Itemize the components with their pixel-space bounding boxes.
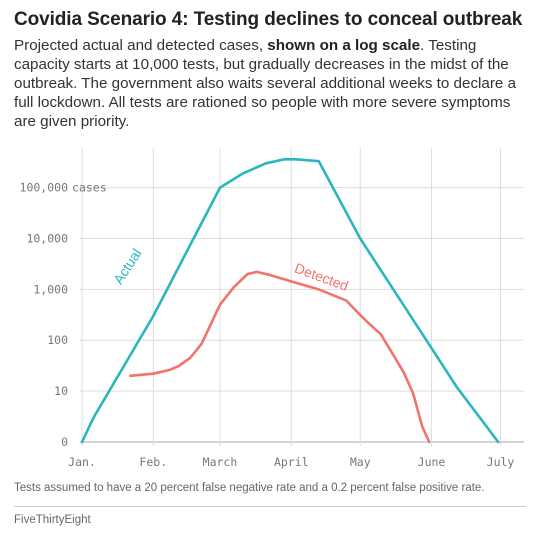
source-credit: FiveThirtyEight bbox=[14, 514, 91, 526]
line-chart: 0 10 100 1,000 10,000 100,000 cases Jan. Feb. Mar… bbox=[20, 148, 524, 469]
footnote: Tests assumed to have a 20 percent false… bbox=[14, 482, 485, 494]
y-gridlines bbox=[80, 187, 524, 443]
x-tick-label: March bbox=[203, 455, 238, 469]
y-tick-label: 10 bbox=[54, 384, 68, 398]
footer-divider bbox=[14, 506, 526, 507]
series-lines bbox=[80, 158, 500, 444]
y-tick-label: 100,000 bbox=[20, 181, 69, 195]
subtitle-text-start: Projected actual and detected cases, bbox=[14, 37, 268, 54]
y-unit-label: cases bbox=[72, 181, 107, 195]
x-tick-label: July bbox=[487, 455, 515, 469]
x-tick-label: May bbox=[350, 455, 371, 469]
series-line-detected bbox=[129, 270, 431, 444]
x-tick-label: June bbox=[418, 455, 446, 469]
tick-labels: 0 10 100 1,000 10,000 100,000 cases Jan. Feb. Mar… bbox=[20, 181, 515, 469]
subtitle-emphasis: shown on a log scale bbox=[267, 37, 421, 54]
y-tick-label: 10,000 bbox=[26, 231, 68, 245]
series-label-detected: Detected bbox=[293, 260, 351, 294]
y-tick-label: 0 bbox=[61, 435, 68, 449]
chart-title: Covidia Scenario 4: Testing declines to … bbox=[14, 9, 523, 30]
subtitle-text-end: . Testing capacity starts at 10,000 test… bbox=[14, 37, 517, 130]
chart-subtitle: Projected actual and detected cases, sho… bbox=[14, 36, 529, 131]
y-tick-label: 1,000 bbox=[33, 282, 68, 296]
series-line-actual bbox=[80, 158, 500, 444]
x-tick-label: Jan. bbox=[68, 455, 96, 469]
series-label-actual: Actual bbox=[110, 246, 145, 287]
x-tick-label: April bbox=[274, 455, 309, 469]
x-gridlines bbox=[81, 148, 502, 446]
x-tick-label: Feb. bbox=[139, 455, 167, 469]
y-tick-label: 100 bbox=[47, 333, 68, 347]
